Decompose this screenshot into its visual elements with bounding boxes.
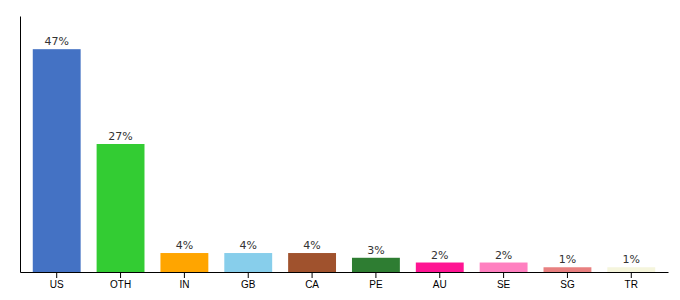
bar — [97, 144, 145, 272]
data-label: 1% — [623, 253, 640, 266]
x-tick-label: SE — [497, 279, 511, 290]
data-label: 27% — [108, 130, 132, 143]
bar — [33, 49, 81, 272]
bar — [416, 263, 464, 272]
data-label: 2% — [495, 249, 512, 262]
x-tick-mark — [567, 272, 568, 278]
bar — [480, 263, 528, 272]
x-tick-mark — [248, 272, 249, 278]
y-axis — [20, 17, 21, 273]
x-tick: GB — [241, 272, 256, 290]
x-tick: CA — [305, 272, 319, 290]
chart: US OTH IN GB CA PE AU SE SG TR 47% 27% 4% 4% 4% 3% 2% 2% 1… — [0, 0, 680, 300]
bar — [288, 253, 336, 272]
data-label: 4% — [176, 239, 193, 252]
x-tick: OTH — [110, 272, 131, 290]
bars — [33, 49, 655, 272]
x-tick: TR — [625, 272, 638, 290]
data-label: 1% — [559, 253, 576, 266]
x-tick-mark — [184, 272, 185, 278]
plot: US OTH IN GB CA PE AU SE SG TR 47% 27% 4% 4% 4% 3% 2% 2% 1… — [21, 17, 669, 291]
y-axis-line — [20, 17, 21, 273]
bar — [352, 258, 400, 272]
x-tick-label: PE — [369, 279, 383, 290]
x-tick: PE — [369, 272, 383, 290]
x-tick-mark — [312, 272, 313, 278]
x-tick: IN — [179, 272, 189, 290]
data-label: 47% — [44, 35, 68, 48]
x-tick-label: OTH — [110, 279, 131, 290]
x-tick: SE — [497, 272, 511, 290]
x-tick-label: AU — [433, 279, 447, 290]
x-tick: AU — [433, 272, 447, 290]
x-tick-label: US — [50, 279, 64, 290]
data-label: 2% — [431, 249, 448, 262]
x-tick: US — [50, 272, 64, 290]
x-axis-line — [21, 272, 669, 273]
x-tick-mark — [120, 272, 121, 278]
x-tick-label: GB — [241, 279, 256, 290]
x-tick-mark — [503, 272, 504, 278]
x-tick-mark — [439, 272, 440, 278]
bar — [607, 267, 655, 272]
x-tick-mark — [631, 272, 632, 278]
bar — [160, 253, 208, 272]
x-axis: US OTH IN GB CA PE AU SE SG TR — [21, 272, 669, 290]
bar — [224, 253, 272, 272]
data-label: 4% — [240, 239, 257, 252]
data-label: 3% — [367, 244, 384, 257]
x-tick-label: CA — [305, 279, 319, 290]
bar — [544, 267, 592, 272]
x-tick-label: IN — [179, 279, 189, 290]
x-tick-mark — [56, 272, 57, 278]
data-label: 4% — [303, 239, 320, 252]
data-labels: 47% 27% 4% 4% 4% 3% 2% 2% 1% 1% — [44, 35, 640, 266]
x-tick: SG — [560, 272, 575, 290]
x-tick-label: SG — [560, 279, 575, 290]
x-tick-mark — [375, 272, 376, 278]
x-tick-label: TR — [625, 279, 638, 290]
